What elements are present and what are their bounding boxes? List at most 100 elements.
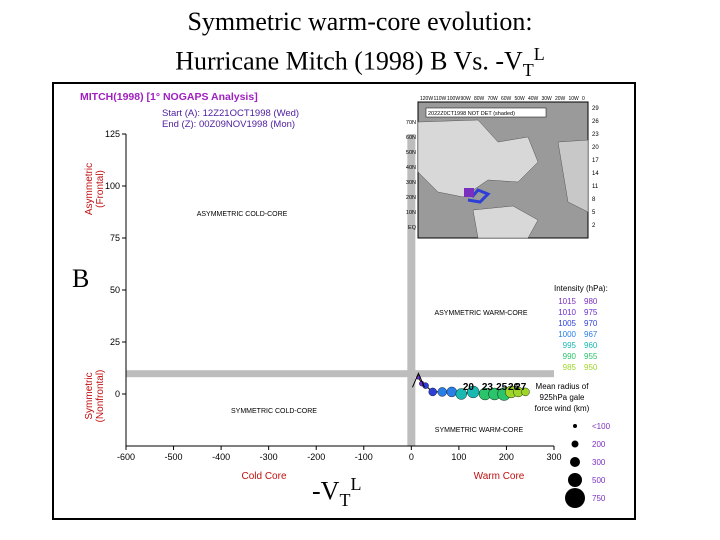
inset-day-label: 20	[592, 145, 599, 151]
xlabel-left: Cold Core	[241, 471, 286, 482]
track-time-label: 20	[463, 382, 475, 393]
inset-day-label: 29	[592, 106, 599, 112]
y-tick-label: 50	[110, 285, 120, 295]
track-time-label: 27	[515, 382, 527, 393]
end-label: End (Z): 00Z09NOV1998 (Mon)	[162, 119, 295, 130]
track-point	[521, 387, 530, 397]
inset-day-label: 8	[592, 197, 596, 203]
inset-lon-label: 20W	[555, 96, 566, 102]
radius-legend-label: <100	[592, 422, 611, 431]
ylabel-bottom-group: Symmetric (Nonfrontal)	[84, 370, 106, 423]
inset-lon-label: 110W	[434, 96, 447, 102]
ylabel-top-2: (Frontal)	[95, 170, 106, 208]
intensity-legend: 1015 980 1010 975 1005 970 1000 967 995 960 990 955…	[558, 297, 598, 372]
inset-land-north-america	[417, 119, 539, 198]
inset-storm-track	[467, 188, 491, 204]
intensity-legend-right: 970	[584, 319, 598, 328]
radius-legend-dot	[565, 488, 585, 508]
intensity-legend-left: 990	[563, 352, 577, 361]
inset-lon-label: 120W	[420, 96, 433, 102]
radius-legend-title-3: force wind (km)	[535, 404, 590, 413]
x-tick-label: -300	[260, 452, 278, 462]
radius-legend: <100 200 300 500 750	[565, 422, 611, 508]
title-line2-subscript: T	[522, 59, 534, 80]
inset-lon-label: 70W	[488, 96, 499, 102]
radius-legend-title-1: Mean radius of	[536, 382, 590, 391]
inset-day-label: 5	[592, 210, 596, 216]
intensity-legend-right: 950	[584, 363, 598, 372]
inset-lat-label: 30N	[406, 180, 416, 186]
vtl-axis-label: -VTL	[312, 474, 361, 511]
x-tick-label: -500	[165, 452, 183, 462]
title-line2-superscript: L	[533, 44, 545, 64]
start-label: Start (A): 12Z21OCT1998 (Wed)	[162, 108, 299, 119]
track-point	[428, 387, 437, 397]
inset-storm-marker	[464, 188, 474, 197]
quadrant-label-asym-warm: ASYMMETRIC WARM-CORE	[434, 310, 527, 317]
inset-lon-label: 50W	[515, 96, 526, 102]
intensity-legend-left: 1005	[558, 319, 576, 328]
title-line2-text: Hurricane Mitch (1998) B Vs. -V	[175, 46, 523, 76]
x-tick-label: 200	[499, 452, 514, 462]
slide-title-line1: Symmetric warm-core evolution:	[187, 7, 533, 36]
chart-frame: -600 -500 -400 -300 -200 -100 0 100 200 300 0 25 50 7…	[52, 82, 636, 520]
threshold-band-vertical	[407, 134, 416, 446]
inset-lat-label: 10N	[406, 210, 416, 216]
intensity-legend-left: 995	[563, 341, 577, 350]
x-tick-label: -400	[212, 452, 230, 462]
radius-legend-label: 500	[592, 476, 606, 485]
radius-legend-dot	[573, 424, 577, 428]
radius-legend-label: 300	[592, 458, 606, 467]
radius-legend-dot	[571, 440, 579, 448]
inset-lon-label: 10W	[569, 96, 580, 102]
inset-day-label: 23	[592, 132, 599, 138]
y-tick-label: 0	[115, 389, 120, 399]
vtl-axis-text: -V	[312, 476, 340, 506]
inset-lon-label: 80W	[474, 96, 485, 102]
ylabel-bottom-2: (Nonfrontal)	[95, 370, 106, 423]
inset-lat-label: EQ	[408, 225, 417, 231]
slide-title-line2: Hurricane Mitch (1998) B Vs. -VTL	[0, 38, 720, 86]
inset-lon-label: 30W	[542, 96, 553, 102]
inset-caption: 2022Z0CT1998 NOT DET (shaded)	[428, 111, 515, 117]
track-point	[455, 388, 467, 400]
inset-lon-label: 60W	[501, 96, 512, 102]
inset-lat-label: 20N	[406, 195, 416, 201]
b-axis-letter: B	[72, 264, 90, 293]
inset-caption-box	[425, 107, 547, 118]
radius-legend-title-2: 925hPa gale	[540, 393, 585, 402]
ylabel-bottom-1: Symmetric	[84, 372, 95, 419]
inset-lat-label: 60N	[406, 135, 416, 141]
quadrant-label-asym-cold: ASYMMETRIC COLD-CORE	[197, 211, 288, 218]
ylabel-top-group: Asymmetric (Frontal)	[84, 163, 106, 215]
track-time-label: 23	[482, 382, 494, 393]
intensity-legend-left: 1015	[558, 297, 576, 306]
inset-day-label: 17	[592, 158, 599, 164]
intensity-legend-title: Intensity (hPa):	[554, 284, 608, 293]
x-tick-label: 100	[451, 452, 466, 462]
start-marker-a	[412, 372, 425, 388]
x-tick-label: -600	[117, 452, 135, 462]
inset-day-label: 2	[592, 223, 596, 229]
inset-land-east	[557, 139, 589, 213]
track-time-label: 25	[496, 382, 508, 393]
vtl-axis-superscript: L	[350, 474, 362, 494]
inset-lon-label: 90W	[461, 96, 472, 102]
threshold-band-horizontal	[126, 370, 554, 378]
inset-land-south-america	[472, 205, 539, 239]
x-tick-label: -200	[307, 452, 325, 462]
intensity-legend-right: 967	[584, 330, 598, 339]
track-point	[446, 386, 457, 398]
track-time-label: 26	[508, 382, 520, 393]
chart-header: MITCH(1998) [1° NOGAPS Analysis]	[80, 91, 258, 103]
x-tick-label: 0	[409, 452, 414, 462]
inset-lat-label: 50N	[406, 150, 416, 156]
x-tick-label: 300	[546, 452, 561, 462]
xlabel-right: Warm Core	[474, 471, 525, 482]
inset-lon-label: 100W	[447, 96, 460, 102]
intensity-legend-right: 960	[584, 341, 598, 350]
intensity-legend-left: 1010	[558, 308, 576, 317]
ylabel-top-1: Asymmetric	[84, 163, 95, 215]
intensity-legend-left: 985	[563, 363, 577, 372]
inset-lon-label: 0	[582, 96, 585, 102]
